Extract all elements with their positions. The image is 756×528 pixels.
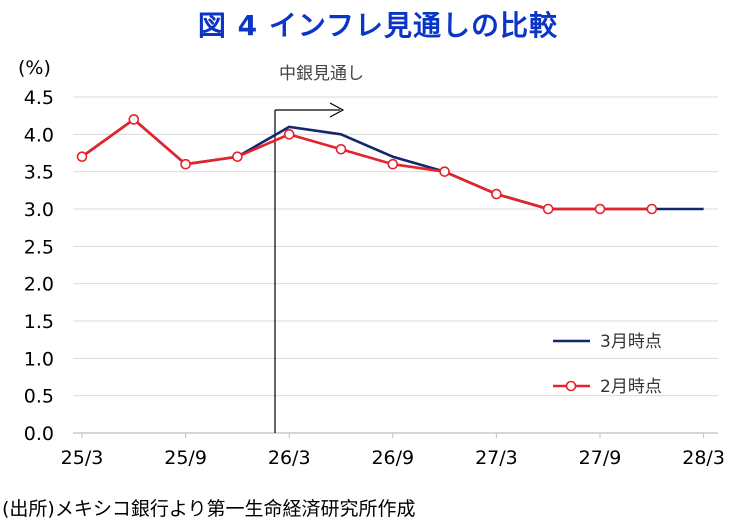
x-tick-label: 25/9	[164, 447, 207, 469]
data-point	[232, 151, 243, 163]
y-axis-unit: (%)	[18, 57, 51, 79]
x-tick-label: 25/3	[61, 447, 104, 469]
y-tick-label: 1.5	[24, 311, 54, 333]
x-tick-label: 27/3	[475, 447, 518, 469]
chart-title: 図 4 インフレ見通しの比較	[197, 9, 559, 42]
legend-label-1: 3月時点	[600, 332, 662, 352]
data-point	[76, 151, 88, 163]
y-tick-label: 0.5	[24, 386, 54, 408]
forecast-annotation: 中銀見通し	[279, 64, 364, 84]
data-point	[128, 114, 140, 125]
y-tick-label: 3.5	[24, 162, 54, 184]
data-point	[180, 158, 191, 170]
y-tick-label: 2.0	[24, 274, 54, 296]
data-point	[542, 203, 554, 215]
source-note: (出所)メキシコ銀行より第一生命経済研究所作成	[2, 498, 416, 520]
forecast-arrow-head	[329, 102, 345, 118]
y-tick-label: 2.5	[24, 236, 54, 258]
data-point	[387, 158, 399, 170]
x-tick-label: 26/3	[268, 447, 311, 469]
x-tick-label: 28/3	[682, 447, 725, 469]
legend-label-2: 2月時点	[600, 377, 662, 397]
data-point	[594, 203, 606, 215]
x-tick-label: 27/9	[579, 447, 622, 469]
data-point	[335, 143, 347, 155]
data-point	[283, 129, 295, 140]
y-tick-label: 4.0	[24, 124, 54, 146]
data-point	[439, 166, 450, 177]
y-tick-label: 3.0	[24, 199, 54, 221]
y-tick-label: 4.5	[24, 87, 54, 109]
series-line-2	[81, 118, 652, 211]
y-tick-label: 1.0	[24, 348, 54, 370]
data-point	[646, 203, 658, 215]
y-tick-label: 0.0	[24, 423, 54, 445]
legend-marker	[565, 380, 577, 392]
data-point	[491, 188, 502, 200]
x-tick-label: 26/9	[371, 447, 414, 469]
